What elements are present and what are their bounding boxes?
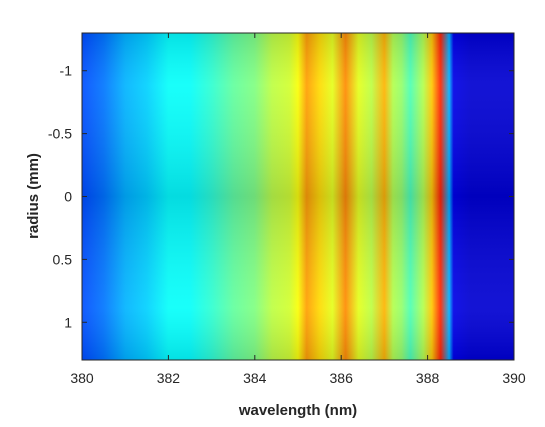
y-tick-label: 0.5	[53, 251, 73, 267]
y-axis: -1 -0.5 0 0.5 1	[48, 63, 514, 330]
x-tick-label: 390	[502, 370, 526, 386]
y-axis-label: radius (mm)	[25, 153, 42, 239]
x-tick-label: 386	[330, 370, 354, 386]
x-tick-label: 380	[70, 370, 94, 386]
x-tick-label: 382	[157, 370, 181, 386]
y-tick-label: -1	[60, 63, 73, 79]
x-axis-label: wavelength (nm)	[238, 402, 357, 419]
y-tick-label: -0.5	[48, 126, 72, 142]
x-tick-label: 384	[243, 370, 267, 386]
heatmap-radial-shading	[82, 33, 514, 360]
y-tick-label: 0	[64, 189, 72, 205]
x-axis: 380 382 384 386 388 390	[70, 33, 526, 386]
y-tick-label: 1	[64, 314, 72, 330]
x-tick-label: 388	[416, 370, 440, 386]
heatmap-area	[82, 33, 514, 360]
